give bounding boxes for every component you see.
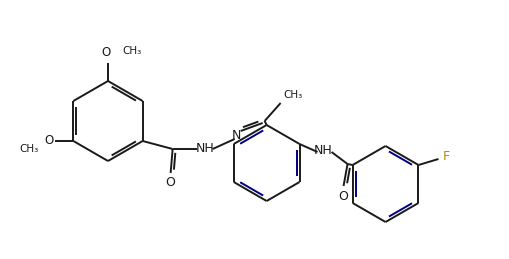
Text: O: O [101, 46, 110, 59]
Text: F: F [442, 150, 449, 163]
Text: CH₃: CH₃ [283, 90, 302, 100]
Text: O: O [338, 190, 348, 203]
Text: CH₃: CH₃ [122, 46, 141, 56]
Text: NH: NH [314, 145, 332, 157]
Text: N: N [232, 128, 241, 141]
Text: O: O [44, 134, 53, 147]
Text: O: O [165, 176, 175, 190]
Text: CH₃: CH₃ [19, 144, 38, 154]
Text: NH: NH [195, 141, 214, 155]
